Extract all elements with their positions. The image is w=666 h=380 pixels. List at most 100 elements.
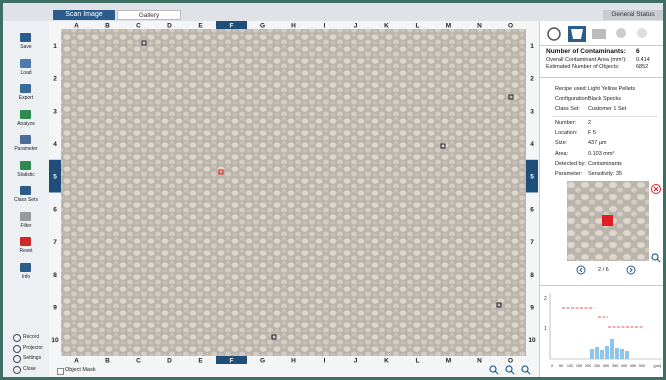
hist-x-label: 500 bbox=[639, 364, 645, 368]
sidebar-label[interactable]: Analyze bbox=[17, 120, 35, 127]
sidebar-label[interactable]: Load bbox=[20, 69, 32, 76]
field-label: Recipe used: bbox=[555, 86, 588, 92]
column-label: D bbox=[167, 23, 172, 30]
column-label: H bbox=[291, 23, 296, 30]
field-value: Black Specks bbox=[588, 96, 622, 102]
column-label: O bbox=[508, 358, 513, 365]
sidebar-label[interactable]: Filter bbox=[20, 222, 32, 229]
object-mask-label: Object Mask bbox=[65, 367, 96, 373]
sidebar-icon[interactable] bbox=[20, 84, 31, 93]
marker[interactable] bbox=[496, 302, 502, 308]
sidebar-label[interactable]: Reset bbox=[19, 248, 33, 254]
marker[interactable] bbox=[141, 40, 147, 46]
icon-scale[interactable] bbox=[592, 29, 606, 39]
icon-light[interactable] bbox=[637, 28, 647, 38]
sidebar-label[interactable]: Settings bbox=[23, 355, 42, 361]
row-highlight bbox=[49, 159, 61, 193]
column-label: E bbox=[198, 23, 203, 30]
size-histogram: 2 1 0 50 100 150 200 250 300 350 400 450 500 [µm] bbox=[544, 293, 662, 368]
next-button[interactable] bbox=[626, 265, 636, 275]
sidebar-label[interactable]: Save bbox=[20, 44, 32, 50]
field-value: 2 bbox=[588, 120, 592, 126]
hist-y-label: 2 bbox=[544, 296, 547, 302]
hist-unit: [µm] bbox=[654, 364, 661, 368]
field-value: Contaminants bbox=[588, 160, 622, 167]
marker[interactable] bbox=[271, 334, 277, 340]
scan-view: A A B B C C D D E E F F G G H H I I J J K K L L M M N N O O 1 1 2 2 3 3 4 4 5 5… bbox=[49, 21, 539, 377]
row-label: 3 bbox=[53, 108, 57, 115]
column-label: G bbox=[260, 23, 265, 30]
icon-bottle[interactable] bbox=[616, 28, 626, 38]
row-label: 7 bbox=[530, 239, 534, 246]
column-label: B bbox=[105, 358, 110, 365]
marker[interactable] bbox=[508, 94, 514, 100]
sidebar-label[interactable]: Class Sets bbox=[14, 197, 38, 203]
sidebar-icon[interactable] bbox=[20, 237, 31, 246]
row-label: 2 bbox=[530, 76, 534, 83]
sidebar-label[interactable]: Statistic bbox=[17, 171, 35, 178]
column-label: H bbox=[291, 358, 296, 365]
sidebar-label[interactable]: Projector bbox=[23, 344, 44, 351]
sidebar-icon[interactable] bbox=[20, 109, 31, 119]
field-label: Parameter: bbox=[555, 171, 583, 177]
row-label: 10 bbox=[528, 337, 536, 344]
zoom-fit[interactable] bbox=[521, 365, 529, 373]
marker-selected[interactable] bbox=[218, 169, 224, 175]
sidebar-icon[interactable] bbox=[20, 135, 31, 144]
sidebar-icon[interactable] bbox=[13, 334, 21, 342]
thumbnail-marker bbox=[602, 215, 613, 226]
sidebar-icon[interactable] bbox=[13, 344, 21, 353]
column-label: F bbox=[230, 358, 234, 365]
object-mask-checkbox[interactable] bbox=[57, 368, 64, 375]
sidebar-icon[interactable] bbox=[13, 355, 21, 363]
sidebar-icon[interactable] bbox=[13, 365, 21, 374]
zoom-thumbnail[interactable] bbox=[650, 252, 662, 264]
close-thumbnail[interactable] bbox=[650, 183, 662, 195]
tab-scan-image[interactable]: Scan Image bbox=[53, 10, 115, 20]
sidebar-icon[interactable] bbox=[20, 160, 31, 170]
sidebar-icon[interactable] bbox=[20, 262, 31, 272]
sidebar-icon[interactable] bbox=[20, 186, 31, 195]
sidebar-label[interactable]: Close bbox=[23, 365, 36, 372]
sidebar-label[interactable]: Record bbox=[23, 334, 40, 340]
column-label: M bbox=[446, 23, 451, 30]
hist-x-label: 100 bbox=[567, 364, 573, 368]
contaminant-markers bbox=[141, 40, 514, 340]
contaminants-title: Number of Contaminants: bbox=[546, 48, 626, 55]
icon-object[interactable] bbox=[547, 27, 561, 41]
row-label: 1 bbox=[530, 43, 534, 50]
column-label: I bbox=[324, 23, 326, 30]
sidebar-icon[interactable] bbox=[20, 58, 31, 68]
column-label: C bbox=[136, 23, 141, 30]
tab-general-status[interactable]: General Status bbox=[603, 10, 663, 20]
sidebar-icon[interactable] bbox=[20, 211, 31, 221]
hist-x-label: 250 bbox=[594, 364, 600, 368]
field-label: Location: bbox=[555, 130, 578, 137]
hist-y-label: 1 bbox=[544, 326, 547, 332]
field-value: 6852 bbox=[636, 64, 649, 70]
row-label: 6 bbox=[530, 206, 534, 213]
field-value: Light Yellow Pellets bbox=[588, 86, 636, 92]
column-label: J bbox=[354, 358, 358, 365]
prev-button[interactable] bbox=[576, 265, 586, 275]
hist-x-label: 200 bbox=[585, 364, 591, 368]
field-label: Configuration: bbox=[555, 96, 590, 102]
marker[interactable] bbox=[440, 143, 446, 149]
column-label: K bbox=[384, 23, 389, 30]
row-label: 3 bbox=[530, 108, 534, 115]
field-value: 0.103 mm² bbox=[588, 150, 615, 157]
row-label: 2 bbox=[53, 76, 57, 83]
column-label: L bbox=[416, 23, 420, 30]
panel-icons bbox=[547, 26, 647, 42]
histogram-bars bbox=[590, 339, 629, 359]
sidebar-label[interactable]: Parameter bbox=[14, 146, 38, 152]
column-highlight bbox=[216, 356, 247, 364]
sidebar-label[interactable]: Info bbox=[21, 273, 31, 280]
row-label: 1 bbox=[53, 43, 57, 50]
zoom-out[interactable] bbox=[505, 365, 513, 373]
sidebar-label[interactable]: Export bbox=[18, 95, 34, 101]
zoom-in[interactable] bbox=[489, 365, 497, 373]
contaminant-thumbnail bbox=[567, 181, 649, 261]
tab-gallery[interactable]: Gallery bbox=[117, 10, 181, 20]
sidebar-icon[interactable] bbox=[20, 33, 31, 42]
